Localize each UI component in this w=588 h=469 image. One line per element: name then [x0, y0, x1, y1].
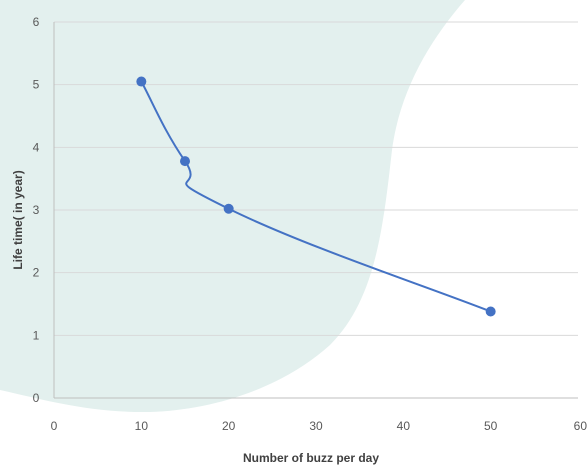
y-tick-labels: 0 1 2 3 4 5 6 — [33, 15, 40, 405]
data-point-0-2 — [223, 203, 234, 214]
y-tick-label-6: 6 — [33, 15, 40, 29]
y-tick-label-2: 2 — [33, 266, 40, 280]
x-tick-labels: 0 10 20 30 40 50 60 — [51, 419, 588, 433]
y-tick-label-1: 1 — [33, 328, 40, 342]
gridlines — [54, 21, 578, 336]
y-tick-label-4: 4 — [33, 140, 40, 154]
x-tick-label-20: 20 — [222, 419, 236, 433]
x-tick-label-10: 10 — [135, 419, 149, 433]
y-tick-label-0: 0 — [33, 391, 40, 405]
y-tick-label-3: 3 — [33, 203, 40, 217]
x-tick-label-60: 60 — [574, 419, 588, 433]
data-point-0-3 — [485, 306, 496, 317]
data-points — [136, 76, 496, 317]
series-line — [140, 81, 492, 313]
x-tick-label-40: 40 — [397, 419, 411, 433]
data-point-0-0 — [136, 76, 147, 87]
x-tick-label-0: 0 — [51, 419, 58, 433]
x-axis-title: Number of buzz per day — [243, 451, 379, 465]
y-tick-label-5: 5 — [33, 78, 40, 92]
data-point-0-1 — [180, 156, 190, 167]
y-axis-title: Life time( in year) — [11, 170, 25, 269]
x-tick-label-30: 30 — [309, 419, 323, 433]
x-tick-label-50: 50 — [484, 419, 498, 433]
